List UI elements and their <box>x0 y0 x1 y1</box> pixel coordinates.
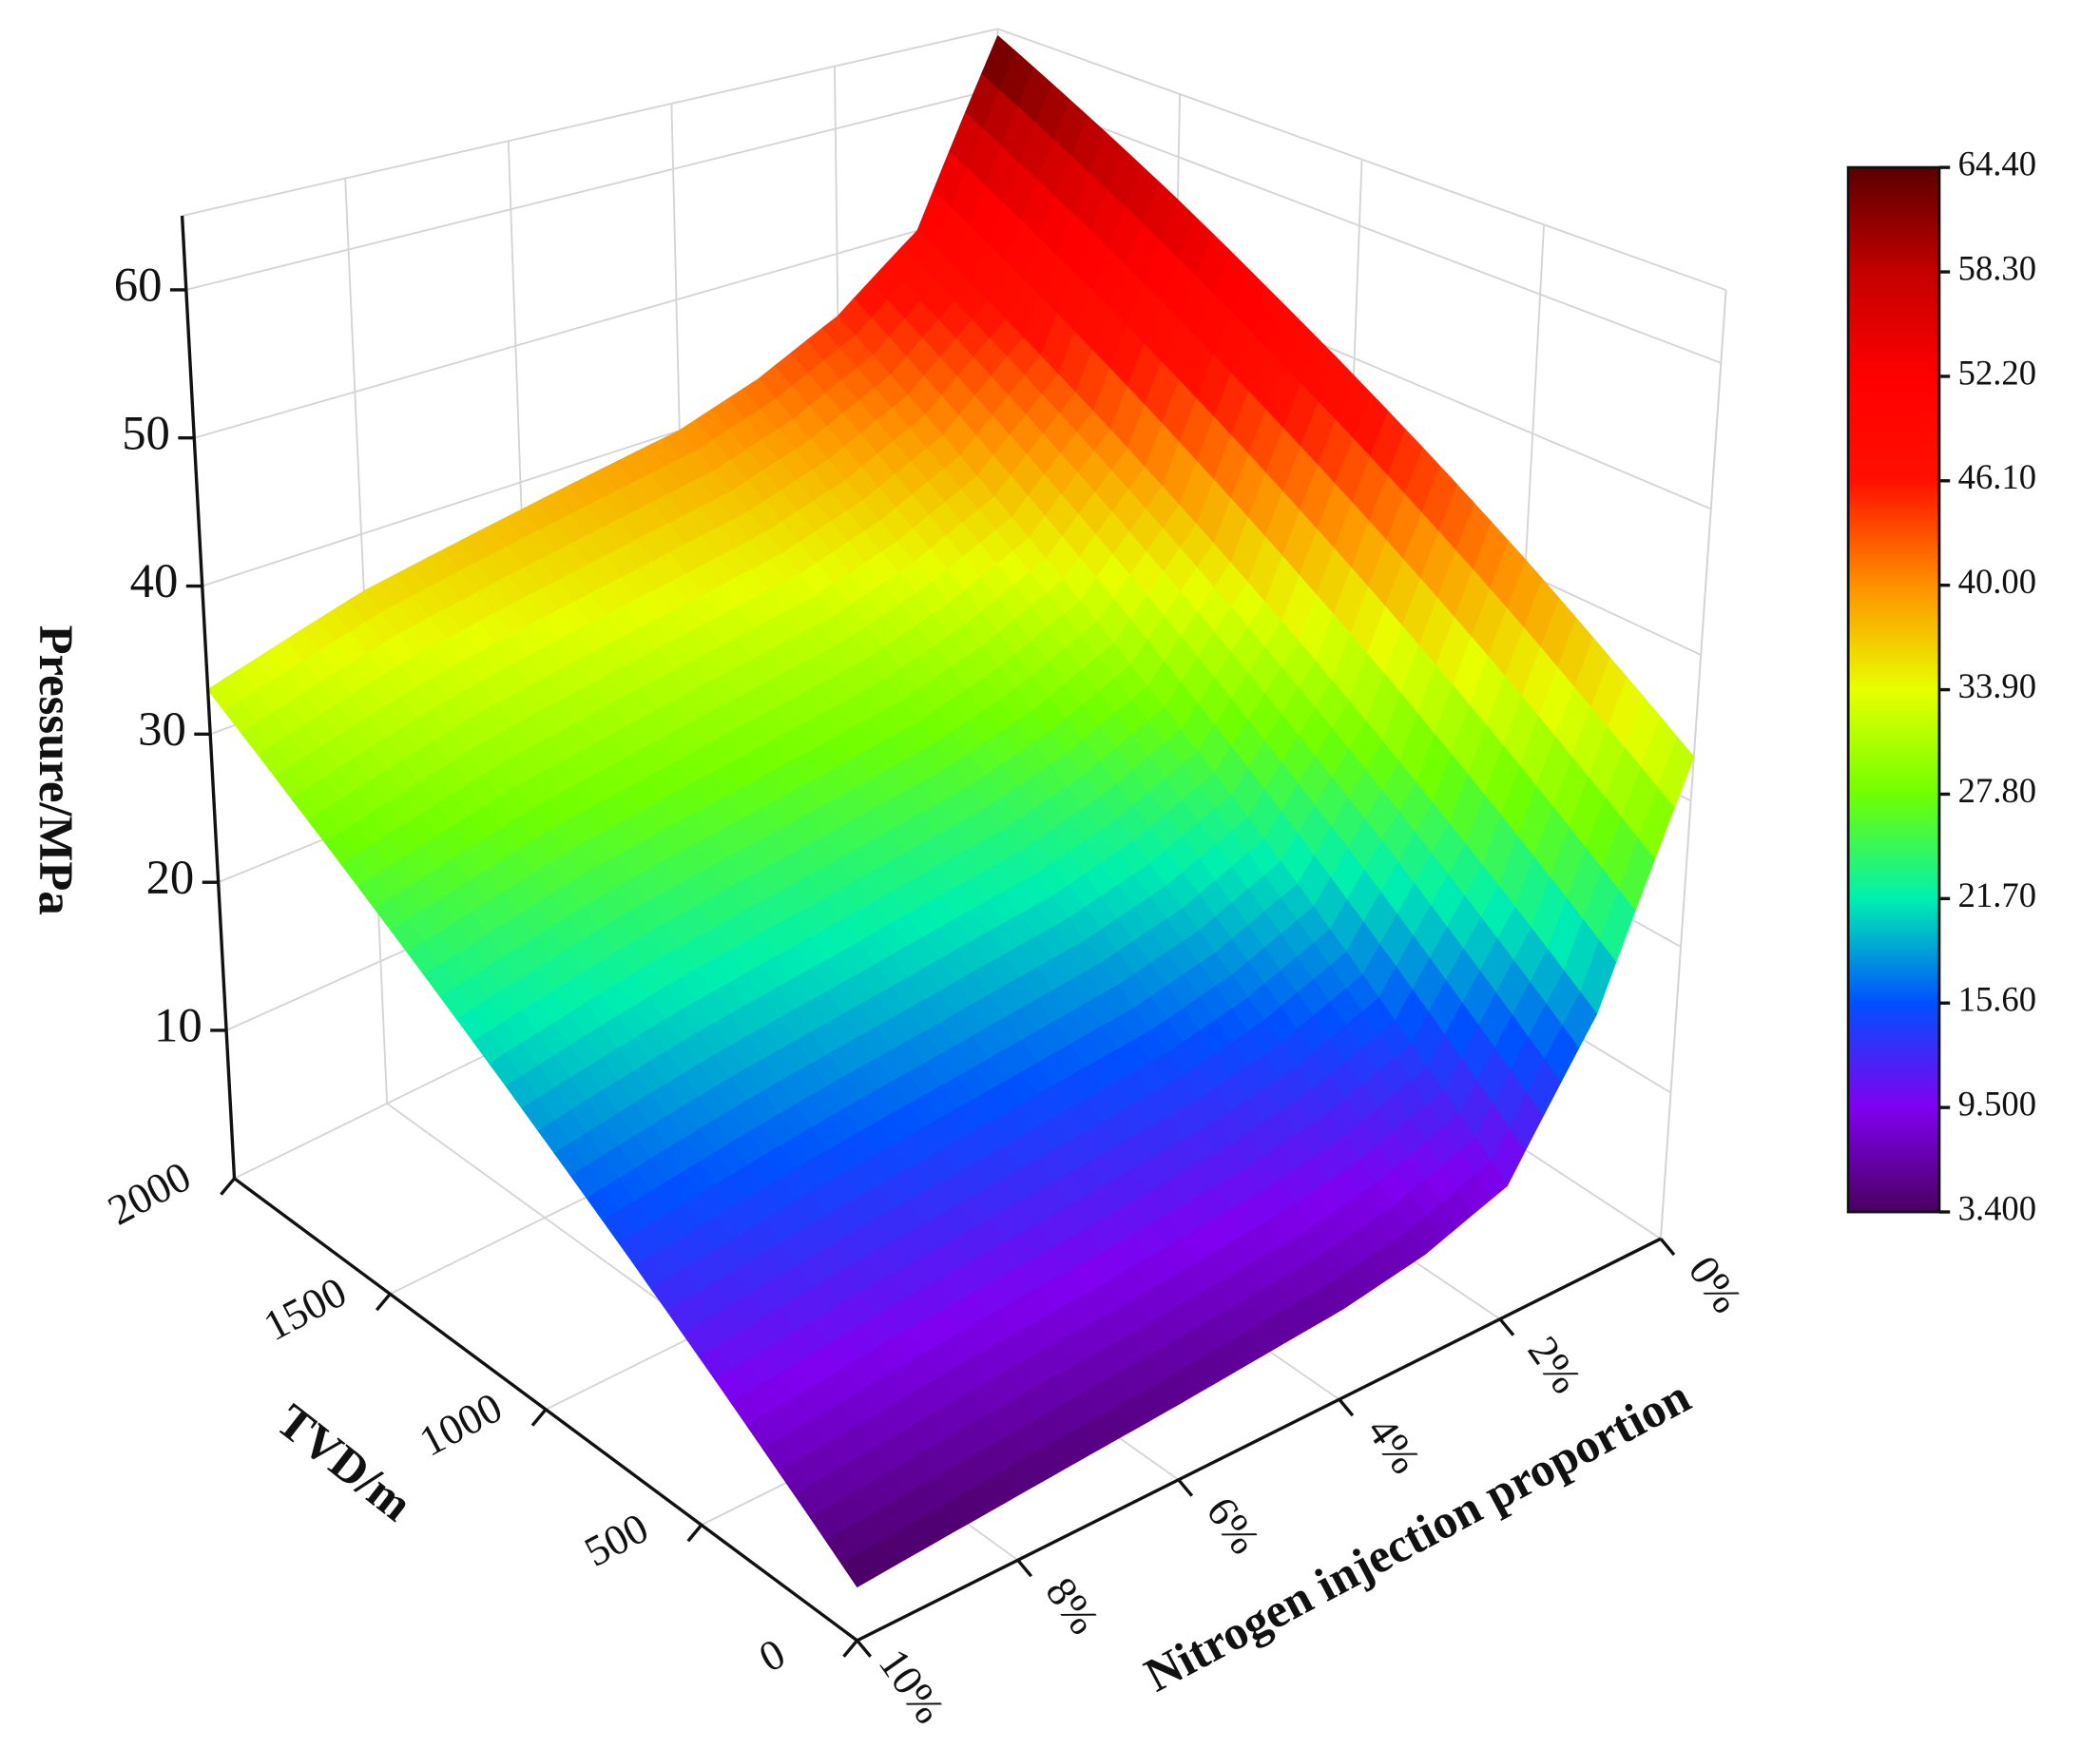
y-tick <box>686 1524 703 1543</box>
y-tick-label: 1000 <box>412 1383 510 1465</box>
colorbar-tick-label: 15.60 <box>1958 980 2036 1019</box>
wall-edge <box>182 28 998 217</box>
colorbar-tick-label: 64.40 <box>1958 144 2036 183</box>
grid-line <box>997 87 1722 364</box>
y-tick-label: 0 <box>751 1629 792 1682</box>
y-tick-label: 1500 <box>256 1268 354 1350</box>
x-axis <box>856 1237 1662 1643</box>
colorbar-tick-label: 27.80 <box>1958 771 2036 810</box>
colorbar-tick-label: 40.00 <box>1958 562 2036 601</box>
x-tick-label: 4% <box>1358 1408 1429 1482</box>
x-tick <box>1659 1238 1676 1257</box>
wall-edge <box>1659 289 1727 1240</box>
colorbar: 64.40 58.30 52.20 46.10 40.00 33.90 27.80 21.70… <box>1846 144 2036 1227</box>
grid-line <box>185 87 998 291</box>
surface-patch <box>840 1553 875 1587</box>
z-tick-label: 40 <box>130 554 179 607</box>
y-axis-title: TVD/m <box>267 1393 422 1531</box>
y-tick <box>530 1408 548 1427</box>
wall-edge <box>997 28 1726 291</box>
colorbar-tick-label: 52.20 <box>1958 353 2036 392</box>
y-tick <box>842 1639 858 1658</box>
x-tick-label: 10% <box>870 1641 954 1732</box>
z-axis-title: Pressure/MPa <box>29 625 83 915</box>
z-tick-label: 50 <box>122 406 170 459</box>
x-tick-label: 0% <box>1680 1247 1751 1321</box>
x-tick <box>856 1639 873 1658</box>
z-axis <box>180 215 237 1179</box>
colorbar-tick-label: 46.10 <box>1958 457 2036 496</box>
z-tick-label: 60 <box>114 259 163 312</box>
z-tick-label: 30 <box>138 702 186 756</box>
colorbar-tick-label: 33.90 <box>1958 666 2036 705</box>
x-tick-label: 2% <box>1518 1328 1589 1402</box>
z-tick-label: 10 <box>154 999 202 1052</box>
x-tick <box>1177 1478 1194 1497</box>
y-tick-label: 2000 <box>100 1152 198 1234</box>
colorbar-scale <box>1846 165 1941 1214</box>
y-tick-label: 500 <box>577 1504 656 1576</box>
colorbar-tick-label: 3.400 <box>1958 1188 2036 1227</box>
x-tick-label: 6% <box>1197 1489 1268 1563</box>
colorbar-tick-label: 21.70 <box>1958 875 2036 914</box>
x-tick <box>1338 1398 1355 1417</box>
colorbar-tick-label: 58.30 <box>1958 248 2036 287</box>
x-tick-label: 8% <box>1036 1568 1108 1643</box>
x-tick <box>1498 1317 1515 1336</box>
z-tick-label: 20 <box>146 851 195 904</box>
colorbar-tick-label: 9.500 <box>1958 1085 2036 1124</box>
x-tick <box>1016 1559 1033 1578</box>
y-tick <box>375 1293 392 1312</box>
y-tick <box>220 1177 236 1196</box>
surface <box>207 35 1695 1587</box>
grid-line <box>194 206 998 439</box>
